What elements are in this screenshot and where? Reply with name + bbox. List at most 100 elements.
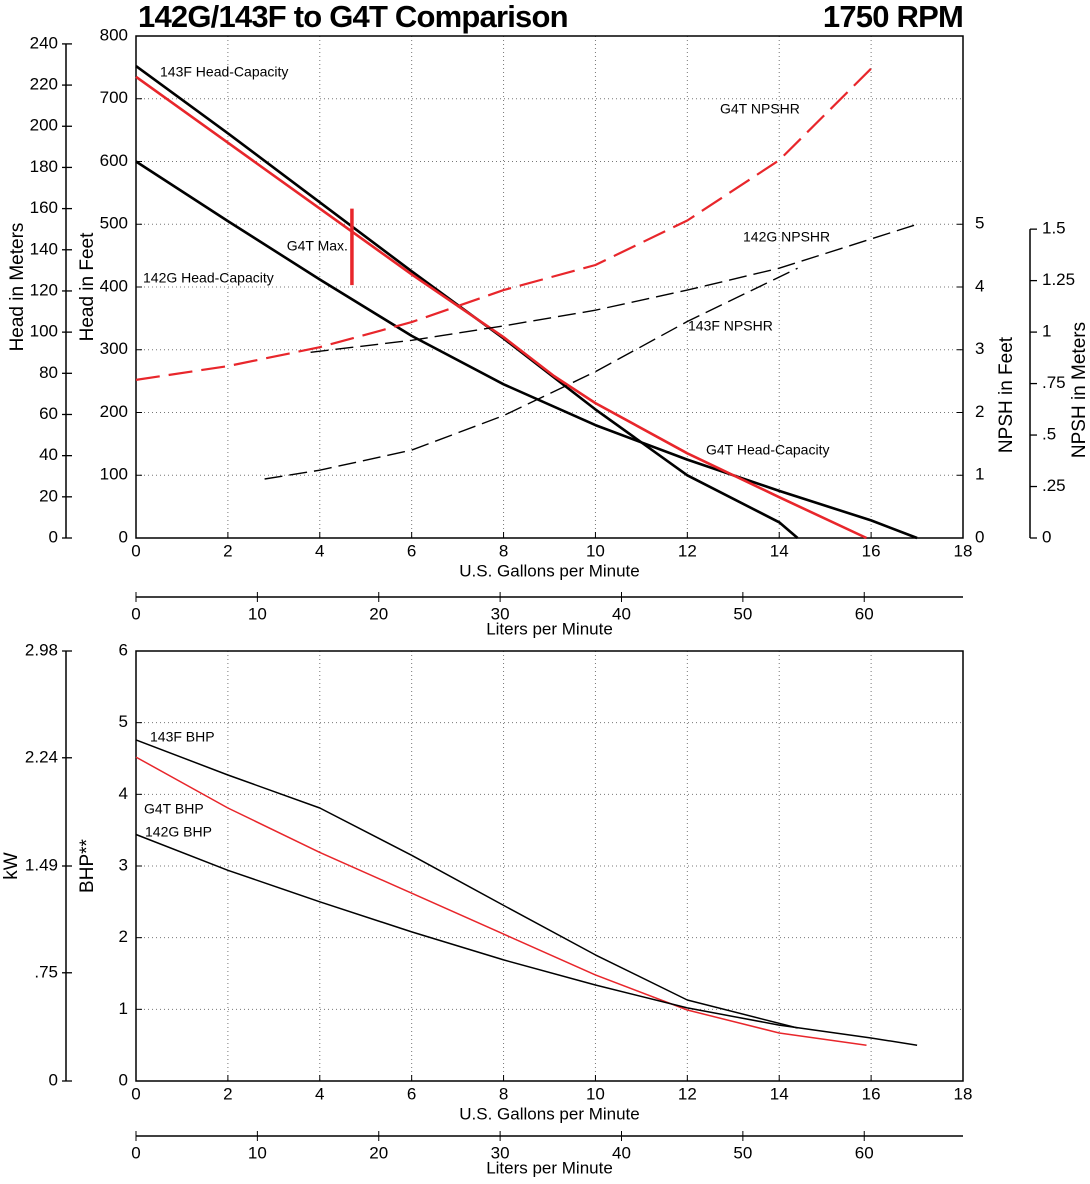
series-line [135, 67, 872, 381]
series-line [135, 160, 918, 540]
x-tick-label: 14 [770, 541, 789, 560]
y2-tick-label: 3 [975, 339, 984, 358]
tick-label: 0 [49, 527, 58, 546]
x2-tick-label: 40 [612, 1143, 631, 1162]
x2-tick-label: 30 [491, 1143, 510, 1162]
y-tick-label: 100 [100, 465, 128, 484]
tick-label: 180 [30, 157, 58, 176]
x-tick-label: 18 [954, 541, 973, 560]
tick-label: .25 [1042, 476, 1066, 495]
x2-tick-label: 60 [855, 1143, 874, 1162]
x2-tick-label: 40 [612, 604, 631, 623]
series-line [264, 267, 798, 480]
y-tick-label: 1 [119, 999, 128, 1018]
series-line [310, 223, 918, 353]
tick-label: 60 [39, 404, 58, 423]
y-tick-label: 2 [119, 927, 128, 946]
x-tick-label: 2 [223, 541, 232, 560]
x2-tick-label: 10 [248, 1143, 267, 1162]
x-axis-title: U.S. Gallons per Minute [459, 1104, 639, 1123]
y-tick-label: 800 [100, 25, 128, 44]
y-tick-label: 600 [100, 151, 128, 170]
series-label: 143F NPSHR [688, 318, 773, 334]
x-tick-label: 16 [862, 541, 881, 560]
tick-label: 120 [30, 280, 58, 299]
x-tick-label: 0 [131, 1084, 140, 1103]
y-axis-title: Head in Feet [77, 232, 98, 342]
y-tick-label: 0 [119, 1070, 128, 1089]
tick-label: 2.98 [25, 640, 58, 659]
x2-tick-label: 30 [491, 604, 510, 623]
x2-tick-label: 0 [131, 1143, 140, 1162]
tick-label: .75 [34, 962, 58, 981]
x-tick-label: 10 [586, 541, 605, 560]
x-tick-label: 6 [407, 1084, 416, 1103]
y-tick-label: 4 [119, 784, 128, 803]
x-axis-title: U.S. Gallons per Minute [459, 561, 639, 580]
tick-label: .75 [1042, 373, 1066, 392]
tick-label: 240 [30, 33, 58, 52]
x-tick-label: 4 [315, 1084, 324, 1103]
y-tick-label: 200 [100, 402, 128, 421]
series-line [135, 739, 798, 1029]
series-label: 142G BHP [145, 824, 212, 840]
tick-label: 1.5 [1042, 219, 1066, 238]
y-tick-label: 6 [119, 640, 128, 659]
y2-axis-title: NPSH in Feet [996, 336, 1017, 453]
y-tick-label: 300 [100, 339, 128, 358]
series-label: 143F Head-Capacity [160, 64, 288, 80]
y-tick-label: 3 [119, 855, 128, 874]
x-tick-label: 12 [678, 541, 697, 560]
x-tick-label: 18 [954, 1084, 973, 1103]
y-axis-title: BHP** [77, 838, 98, 892]
tick-label: 200 [30, 116, 58, 135]
x2-tick-label: 10 [248, 604, 267, 623]
y2-tick-label: 2 [975, 402, 984, 421]
x-tick-label: 0 [131, 541, 140, 560]
y2-tick-label: 4 [975, 276, 984, 295]
y2-tick-label: 1 [975, 465, 984, 484]
tick-label: 0 [49, 1070, 58, 1089]
annotation-label: G4T Max. [287, 238, 348, 254]
tick-label: 160 [30, 198, 58, 217]
tick-label: 220 [30, 75, 58, 94]
tick-label: .5 [1042, 425, 1056, 444]
x-tick-label: 4 [315, 541, 324, 560]
x2-axis-title: Liters per Minute [486, 1158, 613, 1177]
x-tick-label: 8 [499, 1084, 508, 1103]
series-label: 142G Head-Capacity [143, 270, 274, 286]
y-tick-label: 0 [119, 527, 128, 546]
x-tick-label: 8 [499, 541, 508, 560]
series-label: G4T NPSHR [720, 101, 800, 117]
chart-subtitle: 1750 RPM [823, 0, 963, 34]
x2-tick-label: 0 [131, 604, 140, 623]
tick-label: 140 [30, 239, 58, 258]
tick-label: 1.49 [25, 855, 58, 874]
tick-label: 80 [39, 363, 58, 382]
x2-tick-label: 60 [855, 604, 874, 623]
tick-label: 2.24 [25, 747, 58, 766]
y-tick-label: 500 [100, 214, 128, 233]
tick-label: 40 [39, 445, 58, 464]
y-tick-label: 700 [100, 88, 128, 107]
chart-title: 142G/143F to G4T Comparison [138, 0, 568, 34]
series-line [135, 833, 918, 1046]
series-label: 143F BHP [150, 729, 215, 745]
series-label: 142G NPSHR [743, 229, 830, 245]
series-label: G4T BHP [144, 801, 204, 817]
tick-label: 1.25 [1042, 270, 1075, 289]
x-tick-label: 12 [678, 1084, 697, 1103]
y2-tick-label: 0 [975, 527, 984, 546]
x2-tick-label: 20 [369, 604, 388, 623]
y-axis-title: Head in Meters [7, 223, 28, 352]
y2-tick-label: 5 [975, 214, 984, 233]
x-tick-label: 14 [770, 1084, 789, 1103]
tick-label: 0 [1042, 527, 1051, 546]
x-tick-label: 6 [407, 541, 416, 560]
x-tick-label: 16 [862, 1084, 881, 1103]
x-tick-label: 10 [586, 1084, 605, 1103]
x2-axis-title: Liters per Minute [486, 619, 613, 638]
y-tick-label: 400 [100, 276, 128, 295]
x-tick-label: 2 [223, 1084, 232, 1103]
